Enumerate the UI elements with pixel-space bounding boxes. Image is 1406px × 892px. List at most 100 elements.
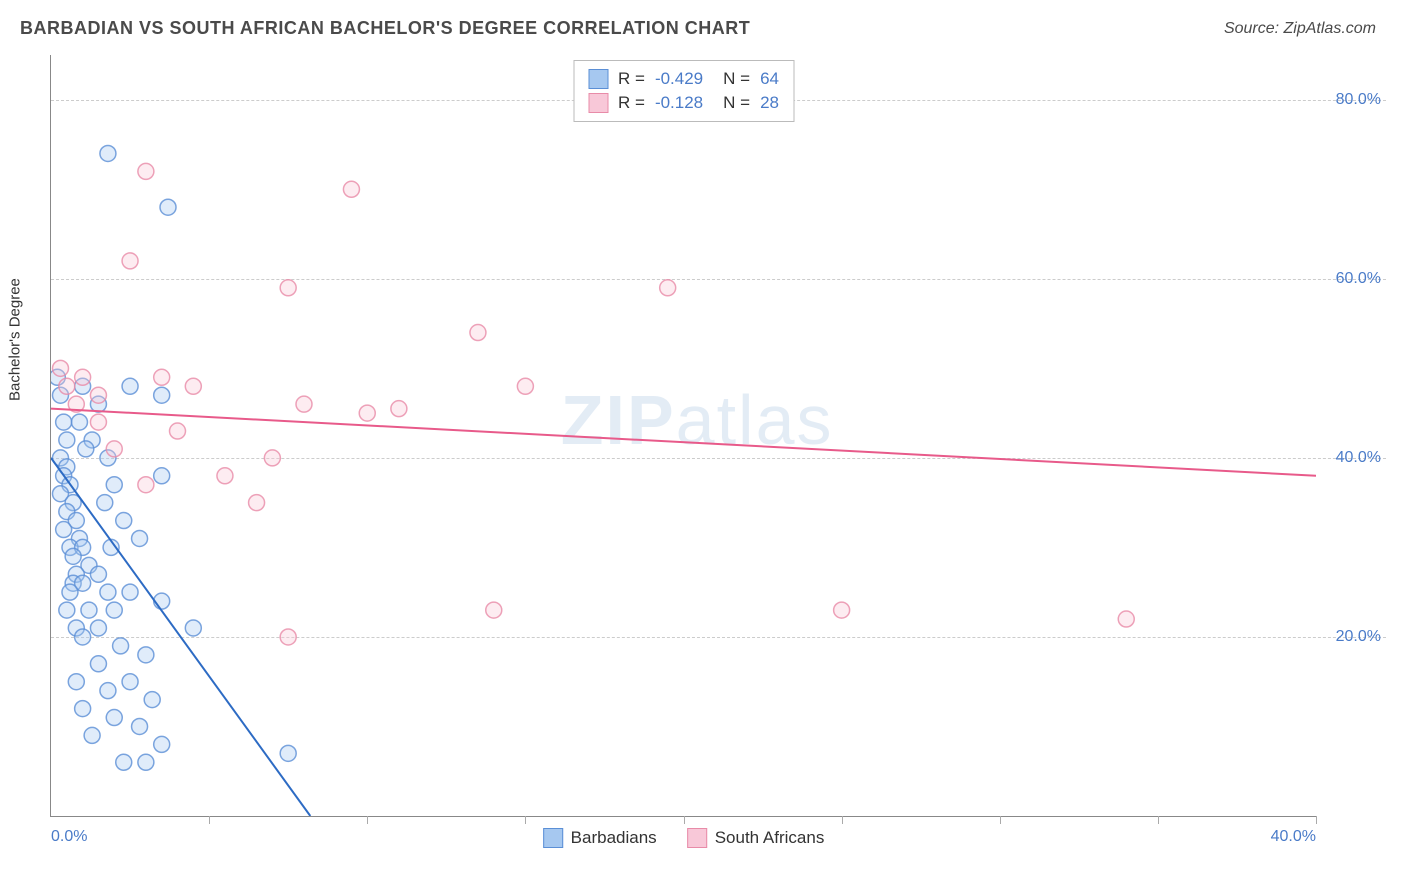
data-point	[138, 163, 154, 179]
data-point	[106, 710, 122, 726]
data-point	[68, 674, 84, 690]
legend-n-value: 28	[760, 93, 779, 113]
data-point	[81, 602, 97, 618]
data-point	[75, 369, 91, 385]
legend-r-value: -0.128	[655, 93, 703, 113]
data-point	[90, 620, 106, 636]
data-point	[170, 423, 186, 439]
data-point	[249, 495, 265, 511]
chart-title: BARBADIAN VS SOUTH AFRICAN BACHELOR'S DE…	[20, 18, 750, 39]
data-point	[90, 414, 106, 430]
data-point	[100, 683, 116, 699]
data-point	[90, 387, 106, 403]
x-tick	[684, 816, 685, 824]
legend-r-value: -0.429	[655, 69, 703, 89]
legend-swatch	[543, 828, 563, 848]
y-tick-label: 40.0%	[1336, 449, 1381, 467]
x-tick	[525, 816, 526, 824]
data-point	[185, 378, 201, 394]
data-point	[65, 548, 81, 564]
data-point	[359, 405, 375, 421]
data-point	[144, 692, 160, 708]
x-tick	[367, 816, 368, 824]
data-point	[154, 387, 170, 403]
data-point	[116, 513, 132, 529]
chart-source: Source: ZipAtlas.com	[1224, 20, 1376, 38]
data-point	[154, 736, 170, 752]
y-axis-label: Bachelor's Degree	[7, 278, 24, 401]
data-point	[264, 450, 280, 466]
legend-series-label: Barbadians	[571, 828, 657, 848]
data-point	[122, 674, 138, 690]
legend-row: R = -0.128 N = 28	[588, 91, 779, 115]
data-point	[78, 441, 94, 457]
legend-series-label: South Africans	[715, 828, 825, 848]
y-tick-label: 80.0%	[1336, 91, 1381, 109]
data-point	[343, 181, 359, 197]
data-point	[132, 718, 148, 734]
data-point	[132, 530, 148, 546]
data-point	[52, 360, 68, 376]
data-point	[59, 602, 75, 618]
data-point	[517, 378, 533, 394]
data-point	[106, 602, 122, 618]
data-point	[113, 638, 129, 654]
data-point	[154, 593, 170, 609]
data-point	[62, 584, 78, 600]
data-point	[138, 477, 154, 493]
legend-swatch	[588, 69, 608, 89]
legend-correlation: R = -0.429 N = 64 R = -0.128 N = 28	[573, 60, 794, 122]
data-point	[280, 629, 296, 645]
data-point	[71, 414, 87, 430]
data-point	[84, 727, 100, 743]
data-point	[1118, 611, 1134, 627]
data-point	[90, 656, 106, 672]
legend-r-label: R =	[618, 69, 645, 89]
data-point	[59, 378, 75, 394]
data-point	[56, 414, 72, 430]
x-tick	[842, 816, 843, 824]
data-point	[56, 522, 72, 538]
data-point	[122, 253, 138, 269]
legend-series-item: South Africans	[687, 828, 825, 848]
data-point	[154, 468, 170, 484]
data-point	[834, 602, 850, 618]
data-point	[486, 602, 502, 618]
data-point	[470, 325, 486, 341]
scatter-plot	[51, 55, 1316, 816]
legend-n-label: N =	[723, 69, 750, 89]
plot-area: ZIPatlas R = -0.429 N = 64 R = -0.128 N …	[50, 55, 1316, 817]
legend-row: R = -0.429 N = 64	[588, 67, 779, 91]
x-tick-label: 0.0%	[51, 828, 87, 846]
data-point	[116, 754, 132, 770]
data-point	[100, 584, 116, 600]
data-point	[90, 566, 106, 582]
trend-line	[51, 409, 1316, 476]
data-point	[160, 199, 176, 215]
x-tick-label: 40.0%	[1271, 828, 1316, 846]
legend-series-item: Barbadians	[543, 828, 657, 848]
data-point	[97, 495, 113, 511]
legend-series: Barbadians South Africans	[543, 828, 825, 848]
x-tick	[1316, 816, 1317, 824]
data-point	[280, 745, 296, 761]
data-point	[660, 280, 676, 296]
data-point	[138, 647, 154, 663]
legend-n-label: N =	[723, 93, 750, 113]
legend-swatch	[588, 93, 608, 113]
legend-swatch	[687, 828, 707, 848]
chart-header: BARBADIAN VS SOUTH AFRICAN BACHELOR'S DE…	[0, 0, 1406, 49]
y-tick-label: 20.0%	[1336, 628, 1381, 646]
data-point	[185, 620, 201, 636]
data-point	[122, 378, 138, 394]
chart-container: Bachelor's Degree ZIPatlas R = -0.429 N …	[50, 55, 1386, 852]
data-point	[106, 477, 122, 493]
x-tick	[1000, 816, 1001, 824]
data-point	[391, 401, 407, 417]
data-point	[106, 441, 122, 457]
data-point	[75, 629, 91, 645]
data-point	[217, 468, 233, 484]
data-point	[154, 369, 170, 385]
x-tick	[1158, 816, 1159, 824]
data-point	[296, 396, 312, 412]
